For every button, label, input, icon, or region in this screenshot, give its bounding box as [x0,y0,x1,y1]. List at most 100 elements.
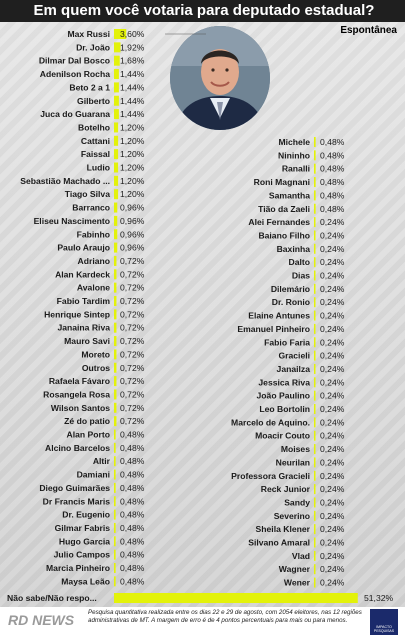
left-label: Alcino Barcelos [45,443,110,453]
left-bar [114,109,119,120]
left-label: Botelho [78,122,110,132]
left-bar [114,69,119,80]
rdnews-logo: RD NEWS [8,612,75,628]
left-value-label: 1,44% [120,96,145,106]
left-bar [114,563,116,573]
left-value-label: 0,48% [120,536,145,546]
right-bar [314,484,316,495]
left-label: Alan Porto [67,430,110,440]
left-label: Maysa Leão [61,576,110,586]
left-label: Sebastião Machado ... [20,176,110,186]
right-bar [314,390,316,401]
right-label: Professora Gracieli [231,471,310,481]
right-bar [314,350,316,361]
left-label: Henrique Sintep [44,309,110,319]
left-value-label: 0,72% [120,389,145,399]
right-label: Sheila Klener [256,524,311,534]
left-label: Faissal [81,149,110,159]
left-bar [114,549,116,560]
right-value-label: 0,24% [320,244,345,254]
left-label: Dr. Eugenio [62,510,110,520]
left-label: Mauro Savi [64,336,110,346]
right-value-label: 0,24% [320,457,345,467]
right-bar [314,430,316,441]
right-value-label: 0,24% [320,497,345,507]
right-value-label: 0,24% [320,257,345,267]
left-bar [114,162,119,173]
left-label: Altir [93,456,111,466]
right-bar [314,323,316,334]
bottom-label: Não sabe/Não respo... [7,593,97,603]
right-label: Dilemário [271,284,310,294]
right-bar [314,203,316,214]
left-bar [114,282,117,293]
left-column: Max Russi 3,60% Dr. João 1,92% Dilmar Dal Bo… [20,29,145,587]
left-value-label: 1,20% [120,176,145,186]
left-label: Alan Kardeck [55,269,110,279]
chart-title: Em quem você votaria para deputado estad… [33,2,375,19]
right-label: Severino [274,511,310,521]
right-label: Tião da Zaeli [258,204,310,214]
right-bar [314,257,316,268]
right-bar [314,217,316,228]
right-label: Baiano Filho [258,230,310,240]
left-bar [114,149,119,160]
right-label: Moises [281,444,310,454]
right-value-label: 0,24% [320,524,345,534]
right-label: Emanuel Pinheiro [237,324,310,334]
left-bar [114,576,116,587]
left-bar [114,442,116,453]
candidate-portrait-icon [170,26,270,130]
left-label: Hugo Garcia [59,536,110,546]
impacto-logo-text: IMPACTO PESQUISAS [373,625,395,633]
right-bar [314,564,316,575]
left-bar [114,482,116,493]
right-bar [314,470,316,481]
right-value-label: 0,48% [320,190,345,200]
right-value-label: 0,24% [320,471,345,481]
right-bar [314,243,316,254]
left-value-label: 1,92% [120,42,145,52]
left-value-label: 1,20% [120,189,145,199]
left-label: Max Russi [67,29,110,39]
right-label: Vlad [292,551,310,561]
left-value-label: 0,96% [120,203,145,213]
right-label: Ranalli [282,164,310,174]
right-value-label: 0,48% [320,150,345,160]
left-label: Ludio [87,163,110,173]
right-bar [314,177,316,188]
left-bar [114,269,117,280]
left-bar [114,349,117,360]
right-bar [314,577,316,588]
left-value-label: 0,48% [120,443,145,453]
left-label: Rosangela Rosa [43,389,110,399]
left-value-label: 0,72% [120,363,145,373]
left-value-label: 1,20% [120,163,145,173]
right-value-label: 0,24% [320,311,345,321]
left-bar [114,376,117,387]
left-bar [114,469,116,480]
right-value-label: 0,24% [320,271,345,281]
right-value-label: 0,24% [320,364,345,374]
bottom-bar [114,593,358,603]
left-bar [114,135,119,146]
title-bar: Em quem você votaria para deputado estad… [0,0,405,22]
left-label: Dilmar Dal Bosco [39,56,110,66]
right-bar [314,524,316,535]
left-label: Outros [82,363,110,373]
chart-subtitle: Espontânea [340,25,397,36]
left-bar [114,389,117,400]
right-label: Samantha [269,190,310,200]
right-label: Reck Junior [261,484,311,494]
right-bar [314,150,316,161]
right-value-label: 0,24% [320,337,345,347]
left-value-label: 1,44% [120,69,145,79]
left-bar [114,82,119,93]
right-value-label: 0,24% [320,578,345,588]
right-label: Fabio Faria [264,337,310,347]
right-value-label: 0,24% [320,217,345,227]
right-value-label: 0,24% [320,511,345,521]
right-label: Roni Magnani [254,177,310,187]
right-bar [314,363,316,374]
right-label: Jessica Riva [258,377,310,387]
